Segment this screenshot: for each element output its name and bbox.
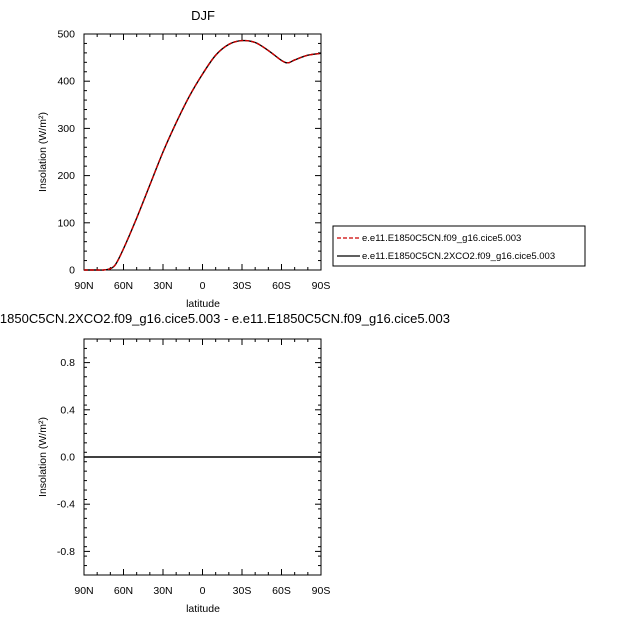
series-line-1	[84, 39, 322, 271]
bottom-x-tick-labels: 90N 60N 30N 0 30S 60S 90S	[74, 585, 330, 597]
x-tick-label: 60N	[114, 280, 133, 292]
legend-entry-2: e.e11.E1850C5CN.2XCO2.f09_g16.cice5.003	[362, 251, 555, 262]
bottom-y-axis-label: Insolation (W/m²)	[37, 417, 49, 497]
top-series-group	[84, 39, 322, 271]
x-tick-label: 60N	[114, 585, 133, 597]
bottom-y-axis-label-unit: (W/m²)	[37, 417, 49, 449]
y-tick-label: 0.4	[60, 404, 75, 416]
bottom-y-tick-labels: -0.8 -0.4 0.0 0.4 0.8	[57, 357, 75, 558]
top-plot-frame	[83, 33, 322, 271]
y-tick-label: -0.8	[57, 546, 75, 558]
top-y-axis-label-unit: (W/m²)	[37, 112, 49, 144]
bottom-x-axis-label: latitude	[186, 603, 220, 615]
y-tick-label: 0	[69, 265, 75, 277]
top-ticks	[83, 33, 322, 271]
x-tick-label: 30N	[153, 585, 172, 597]
x-tick-label: 60S	[272, 280, 291, 292]
top-y-tick-labels: 0 100 200 300 400 500	[57, 29, 75, 277]
bottom-panel: e.e11.E1850C5CN.2XCO2.f09_g16.cice5.003 …	[0, 311, 450, 615]
y-tick-label: 500	[57, 29, 75, 41]
x-tick-label: 0	[200, 280, 206, 292]
y-tick-label: 200	[57, 170, 75, 182]
top-chart-title: DJF	[191, 8, 215, 23]
y-tick-label: 0.8	[60, 357, 75, 369]
y-tick-label: 300	[57, 123, 75, 135]
x-tick-label: 0	[200, 585, 206, 597]
y-tick-label: 0.0	[60, 452, 75, 464]
y-tick-label: 400	[57, 76, 75, 88]
x-tick-label: 60S	[272, 585, 291, 597]
top-y-axis-label-text: Insolation	[37, 147, 49, 192]
x-tick-label: 90N	[74, 280, 93, 292]
legend-entry-1: e.e11.E1850C5CN.f09_g16.cice5.003	[362, 233, 521, 244]
legend: e.e11.E1850C5CN.f09_g16.cice5.003 e.e11.…	[332, 225, 586, 267]
x-tick-label: 30S	[233, 585, 252, 597]
top-y-axis-label: Insolation (W/m²)	[37, 112, 49, 192]
x-tick-label: 90S	[312, 280, 331, 292]
y-tick-label: 100	[57, 217, 75, 229]
top-x-axis-label: latitude	[186, 298, 220, 310]
top-panel: DJF 90N 60N 30N 0 30S 60S 90S 0 100 200 300 400 500…	[37, 8, 330, 310]
x-tick-label: 90N	[74, 585, 93, 597]
legend-box	[332, 225, 586, 267]
top-x-tick-labels: 90N 60N 30N 0 30S 60S 90S	[74, 280, 330, 292]
bottom-chart-title: e.e11.E1850C5CN.2XCO2.f09_g16.cice5.003 …	[0, 311, 450, 326]
x-tick-label: 30N	[153, 280, 172, 292]
bottom-y-axis-label-text: Insolation	[37, 452, 49, 497]
x-tick-label: 30S	[233, 280, 252, 292]
x-tick-label: 90S	[312, 585, 331, 597]
y-tick-label: -0.4	[57, 499, 75, 511]
